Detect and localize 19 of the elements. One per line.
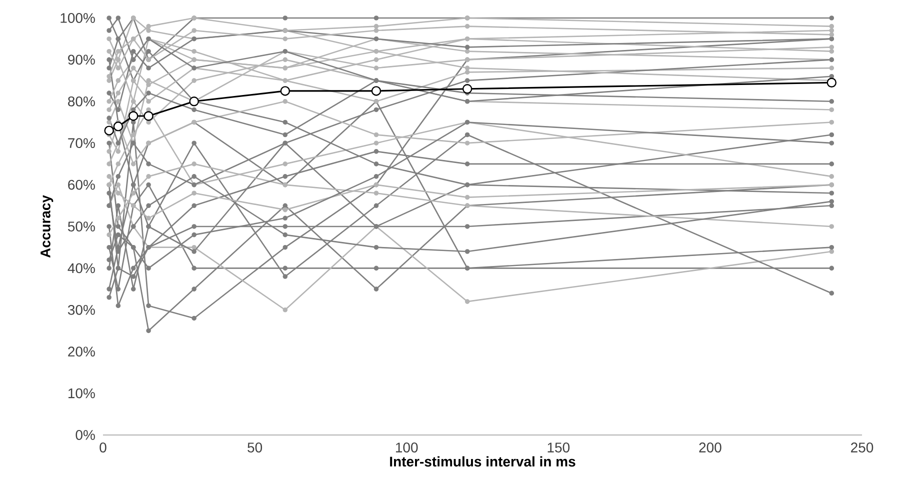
y-tick-label: 50% [68,222,95,232]
y-tick-label: 0% [76,430,95,440]
x-tick-label: 100 [396,442,418,452]
y-tick-label: 20% [68,346,95,357]
x-tick-label: 0 [100,442,106,452]
y-tick-label: 30% [68,304,95,315]
x-tick-label: 250 [851,442,874,452]
x-tick-label: 150 [548,442,570,452]
x-tick-label: 200 [699,442,722,452]
y-tick-label: 10% [68,388,95,398]
y-tick-label: 80% [68,96,95,106]
y-tick-label: 60% [68,180,95,190]
y-tick-label: 90% [68,54,95,65]
x-axis-title: Inter-stimulus interval in ms [390,456,576,467]
y-axis-title: Accuracy [40,195,54,258]
y-tick-label: 70% [68,138,95,148]
x-tick-label: 50 [248,442,262,452]
y-tick-label: 100% [60,13,95,23]
y-tick-label: 40% [68,263,95,274]
